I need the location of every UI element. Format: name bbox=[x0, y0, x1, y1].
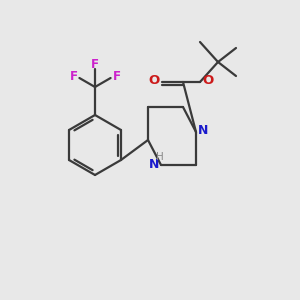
Text: H: H bbox=[156, 152, 164, 162]
Text: O: O bbox=[148, 74, 160, 88]
Text: F: F bbox=[112, 70, 121, 83]
Text: O: O bbox=[202, 74, 214, 88]
Text: F: F bbox=[91, 58, 99, 70]
Text: F: F bbox=[69, 70, 77, 83]
Text: N: N bbox=[149, 158, 159, 172]
Text: N: N bbox=[198, 124, 208, 136]
